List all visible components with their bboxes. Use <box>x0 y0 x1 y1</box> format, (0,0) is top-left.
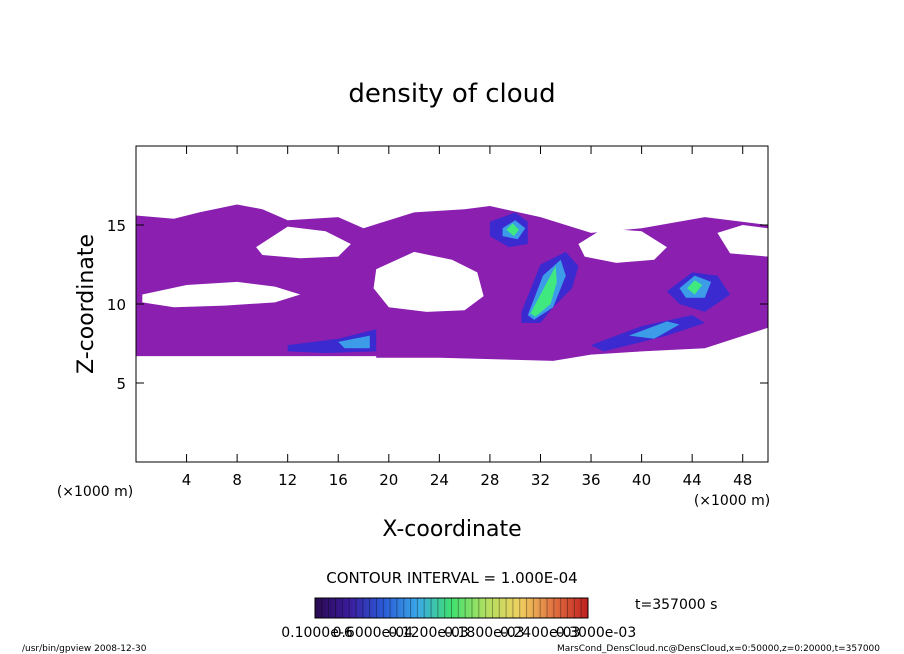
colorbar-label: 0.3000e-03 <box>556 625 636 641</box>
time-label: t=357000 s <box>635 597 717 613</box>
contour-region <box>530 266 557 317</box>
x-tick-label: 8 <box>232 471 242 489</box>
x-tick-label: 36 <box>581 471 600 489</box>
contour-region <box>687 280 703 295</box>
x-tick-label: 16 <box>329 471 348 489</box>
x-tick-label: 40 <box>632 471 651 489</box>
footer-right: MarsCond_DensCloud.nc@DensCloud,x=0:5000… <box>557 644 880 654</box>
contour-interval: CONTOUR INTERVAL = 1.000E-04 <box>326 569 577 587</box>
y-tick-label: 10 <box>107 296 126 314</box>
y-tick-label: 5 <box>116 375 126 393</box>
contour-region <box>629 321 680 339</box>
chart-title: density of cloud <box>348 79 555 109</box>
x-unit-label: (×1000 m) <box>694 493 770 509</box>
colorbar-label: 0.1800e-03 <box>444 625 524 641</box>
contour-region <box>256 226 351 259</box>
y-tick-label: 15 <box>107 217 126 235</box>
contour-region <box>142 281 301 308</box>
colorbar <box>314 597 589 619</box>
y-axis-label: Z-coordinate <box>74 234 99 374</box>
x-tick-label: 32 <box>531 471 550 489</box>
footer-left: /usr/bin/gpview 2008-12-30 <box>22 644 147 654</box>
x-tick-label: 44 <box>683 471 702 489</box>
plot-area <box>136 204 768 361</box>
x-tick-label: 48 <box>733 471 752 489</box>
x-unit-label: (×1000 m) <box>57 484 133 500</box>
colorbar-label: 0.6000e-04 <box>333 625 414 641</box>
colorbar-label: 0.1000e-6 <box>281 625 353 641</box>
contour-region <box>578 228 667 263</box>
x-tick-label: 12 <box>278 471 297 489</box>
contour-region <box>506 223 519 237</box>
x-tick-label: 24 <box>430 471 449 489</box>
contour-region <box>717 225 768 257</box>
colorbar-label: 0.2400e-03 <box>500 625 580 641</box>
x-axis-label: X-coordinate <box>382 517 521 542</box>
x-tick-label: 20 <box>379 471 398 489</box>
x-tick-label: 28 <box>480 471 499 489</box>
contour-region <box>338 335 370 349</box>
colorbar-label: 0.1200e-03 <box>388 625 468 641</box>
x-tick-label: 4 <box>182 471 192 489</box>
contour-region <box>373 251 484 312</box>
